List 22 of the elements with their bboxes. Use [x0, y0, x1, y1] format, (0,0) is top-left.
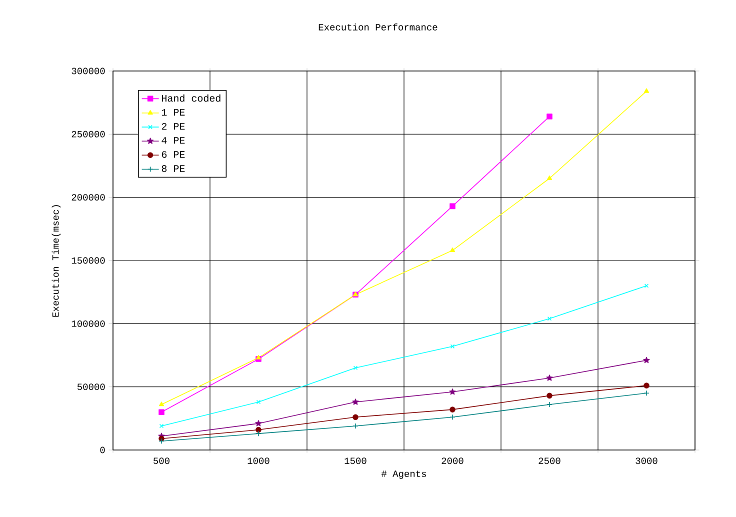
- legend-label: 1 PE: [162, 108, 185, 116]
- y-tick-label: 250000: [72, 130, 105, 138]
- x-axis-title: # Agents: [381, 470, 426, 479]
- x-tick-label: 3000: [636, 458, 658, 464]
- legend-label: 4 PE: [162, 137, 185, 144]
- x-tick-label: 1500: [344, 458, 366, 464]
- legend-label: 8 PE: [162, 165, 185, 172]
- x-tick-label: 1000: [248, 458, 270, 464]
- y-tick-label: 100000: [72, 320, 105, 327]
- y-tick-label: 50000: [77, 384, 105, 390]
- legend-label: 6 PE: [162, 151, 185, 158]
- y-tick-label: 0: [100, 446, 105, 454]
- legend-label: 2 PE: [162, 122, 185, 130]
- x-tick-label: 2500: [538, 458, 560, 464]
- legend-label: Hand coded: [162, 94, 220, 102]
- y-tick-label: 300000: [72, 68, 105, 74]
- x-tick-label: 2000: [442, 458, 464, 464]
- y-axis-title: Execution Time(msec): [52, 205, 61, 317]
- y-tick-label: 200000: [72, 194, 105, 201]
- x-tick-label: 500: [154, 458, 170, 464]
- chart-title: Execution Performance: [318, 24, 438, 30]
- y-tick-label: 150000: [72, 257, 105, 264]
